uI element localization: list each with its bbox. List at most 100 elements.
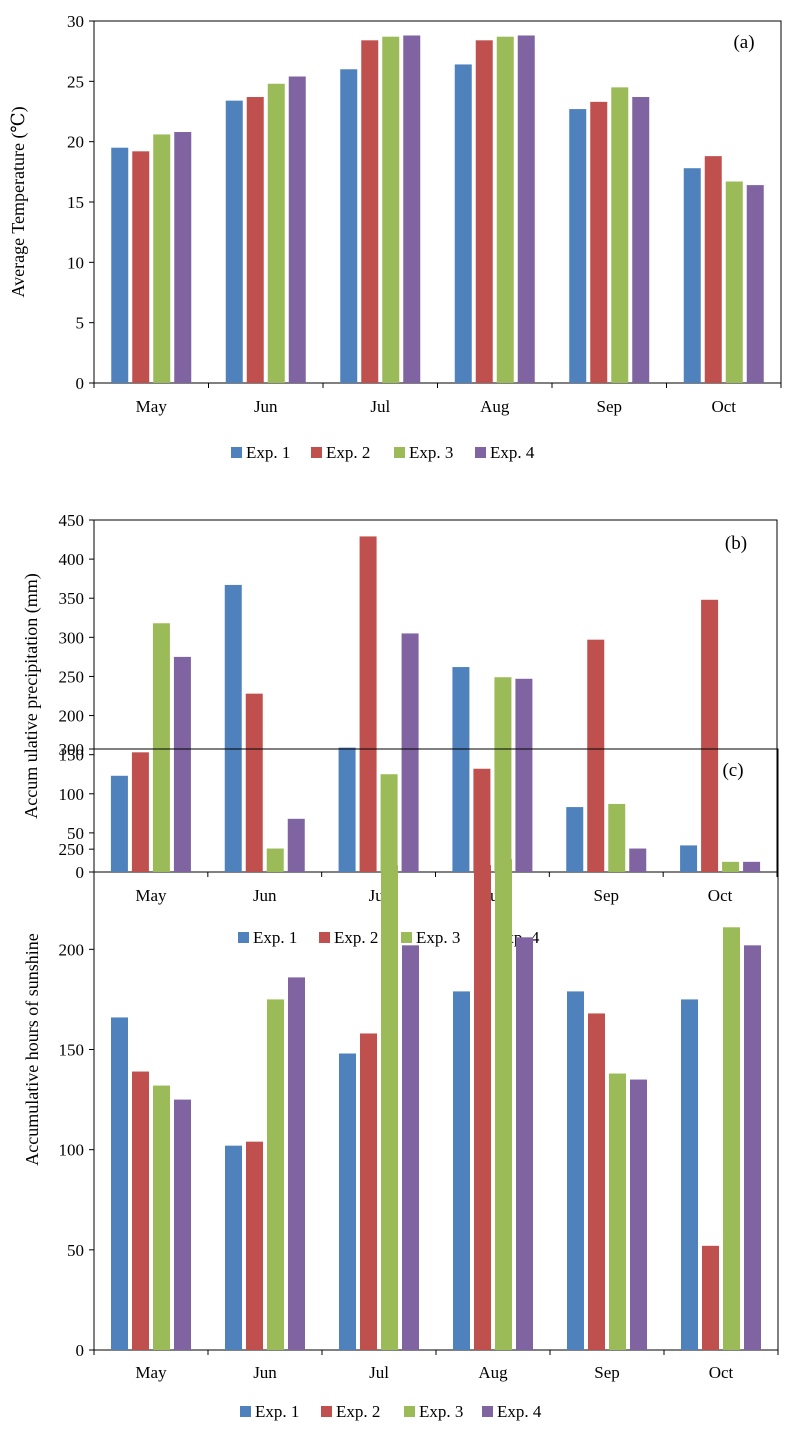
bar [569, 109, 587, 383]
x-category-label: Oct [709, 1363, 734, 1382]
bar [516, 937, 533, 1350]
panel-label: (b) [725, 533, 747, 554]
y-tick-label: 100 [59, 1141, 85, 1160]
y-tick-label: 50 [67, 1241, 84, 1260]
bar [153, 1085, 170, 1350]
bar [380, 774, 398, 872]
bar [360, 1033, 377, 1350]
bar [132, 151, 150, 383]
bar [629, 848, 647, 872]
y-tick-label: 100 [59, 785, 85, 804]
bar [722, 861, 740, 872]
y-tick-label: 10 [67, 253, 84, 272]
bar [702, 1245, 719, 1350]
y-tick-label: 0 [76, 374, 85, 393]
bar [681, 999, 698, 1350]
y-tick-label: 450 [59, 511, 85, 530]
y-tick-label: 200 [59, 707, 85, 726]
legend-swatch [238, 932, 249, 943]
legend-label: Exp. 1 [255, 1402, 299, 1421]
bar [382, 36, 400, 383]
bar [588, 1013, 605, 1350]
y-tick-label: 50 [67, 824, 84, 843]
legend-swatch [240, 1406, 251, 1417]
x-category-label: Oct [708, 886, 733, 905]
legend-swatch [401, 932, 412, 943]
legend-label: Exp. 4 [490, 443, 535, 462]
bar [338, 747, 356, 872]
legend-label: Exp. 2 [326, 443, 370, 462]
bar [288, 76, 306, 384]
y-tick-label: 300 [59, 740, 85, 759]
legend-label: Exp. 2 [336, 1402, 380, 1421]
y-axis-label: Accum ulative precipitation (mm) [21, 573, 42, 818]
bar [743, 861, 761, 872]
bar [683, 168, 701, 383]
x-category-label: Aug [480, 397, 510, 416]
bar [267, 83, 285, 383]
y-tick-label: 200 [59, 940, 85, 959]
bar [340, 69, 358, 384]
bar [517, 35, 535, 383]
bar [153, 134, 171, 383]
bar [246, 97, 264, 384]
bar [267, 999, 284, 1350]
y-tick-label: 300 [59, 628, 85, 647]
bar [131, 752, 149, 872]
bar [746, 185, 764, 383]
y-tick-label: 250 [59, 667, 85, 686]
y-axis-label: Average Temperature (℃) [8, 106, 29, 297]
x-category-label: Sep [594, 1363, 620, 1382]
bar [454, 64, 472, 383]
bar [608, 803, 626, 872]
bar [680, 845, 698, 872]
legend-label: Exp. 3 [416, 928, 460, 947]
bar [111, 1017, 128, 1350]
plot-frame [93, 519, 778, 873]
x-category-label: Jul [370, 397, 390, 416]
bar [225, 1145, 242, 1350]
bar [630, 1079, 647, 1350]
bar [246, 1141, 263, 1350]
bar [495, 859, 512, 1350]
legend-swatch [482, 1406, 493, 1417]
legend-swatch [231, 447, 242, 458]
bar [473, 768, 491, 872]
bar [590, 101, 608, 383]
bar [132, 1071, 149, 1350]
bar [515, 678, 533, 872]
legend-swatch [319, 932, 330, 943]
plot-frame [93, 748, 779, 1351]
legend-label: Exp. 3 [419, 1402, 463, 1421]
x-category-label: Aug [478, 1363, 508, 1382]
bar [632, 97, 650, 384]
y-tick-label: 15 [67, 193, 84, 212]
bar [381, 865, 398, 1350]
bar [723, 927, 740, 1350]
y-tick-label: 20 [67, 133, 84, 152]
y-tick-label: 30 [67, 12, 84, 31]
bar [174, 1099, 191, 1350]
bar [474, 865, 491, 1350]
bar [475, 40, 493, 383]
panel-label: (c) [722, 760, 743, 781]
x-category-label: May [135, 886, 167, 905]
bar [496, 36, 514, 383]
bar [339, 1053, 356, 1350]
bar [587, 639, 605, 872]
bar [361, 40, 379, 383]
plot-frame [93, 20, 782, 384]
bar [245, 693, 263, 872]
y-axis-label: Accumulative hours of sunshine [22, 933, 42, 1165]
y-tick-label: 250 [59, 840, 85, 859]
y-tick-label: 350 [59, 589, 85, 608]
bar [494, 677, 512, 872]
bar [701, 599, 719, 872]
legend-swatch [404, 1406, 415, 1417]
y-tick-label: 0 [76, 863, 85, 882]
bar [224, 584, 242, 872]
legend-swatch [475, 447, 486, 458]
y-tick-label: 150 [59, 1041, 85, 1060]
